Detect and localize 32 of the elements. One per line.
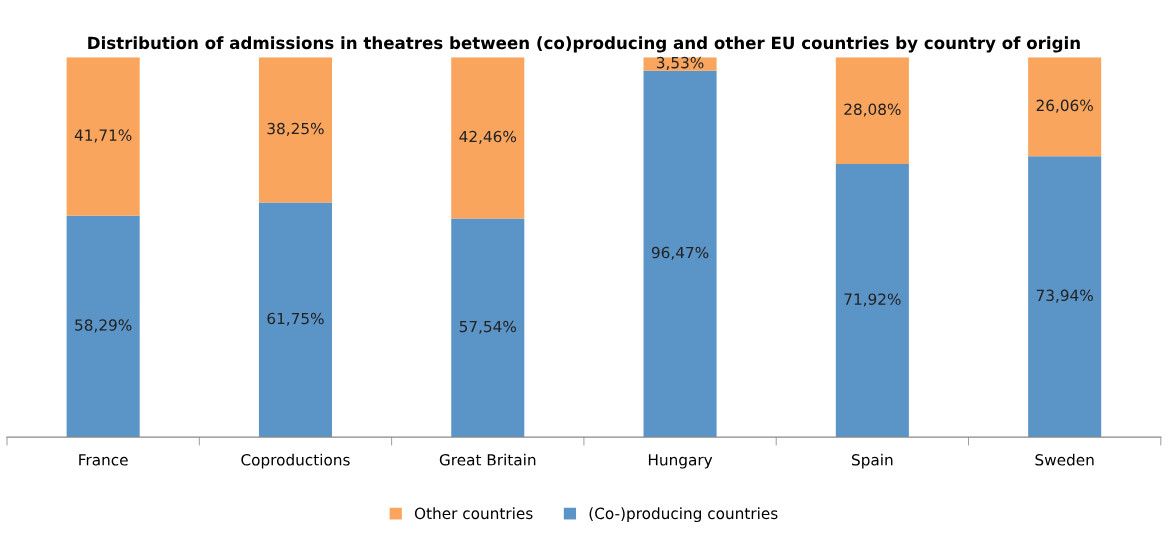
legend-label: (Co-)producing countries [589,507,778,523]
data-label: 28,08% [844,103,901,117]
data-label: 96,47% [651,246,709,260]
bar [66,215,140,438]
data-label: 41,71% [74,129,132,143]
x-tick-label: France [79,454,128,466]
data-label: 38,25% [267,122,324,136]
data-label: 57,54% [459,320,517,334]
bar [835,57,909,164]
data-label: 3,53% [656,56,704,70]
chart-title: Distribution of admissions in theatres between (co)producing and other EU countries by country of origin [88,36,1080,53]
bar [66,57,140,216]
bar [1028,57,1102,157]
bar [835,163,909,438]
bar [258,202,332,438]
data-label: 42,46% [459,130,517,144]
data-label: 73,94% [1036,289,1093,303]
bar [258,57,332,203]
bar [643,70,717,438]
bar [1028,156,1102,438]
x-tick-label: Hungary [648,454,713,469]
x-tick-label: Sweden [1035,453,1094,466]
x-tick-label: Spain [852,453,893,469]
bar [451,218,525,438]
data-label: 26,06% [1036,99,1093,113]
bar [451,57,525,219]
legend-label: Other countries [414,507,533,520]
data-label: 71,92% [844,293,901,307]
data-label: 58,29% [75,319,132,333]
x-tick-label: Great Britain [439,453,536,466]
x-tick-label: Coproductions [241,453,350,469]
data-label: 61,75% [267,312,324,326]
